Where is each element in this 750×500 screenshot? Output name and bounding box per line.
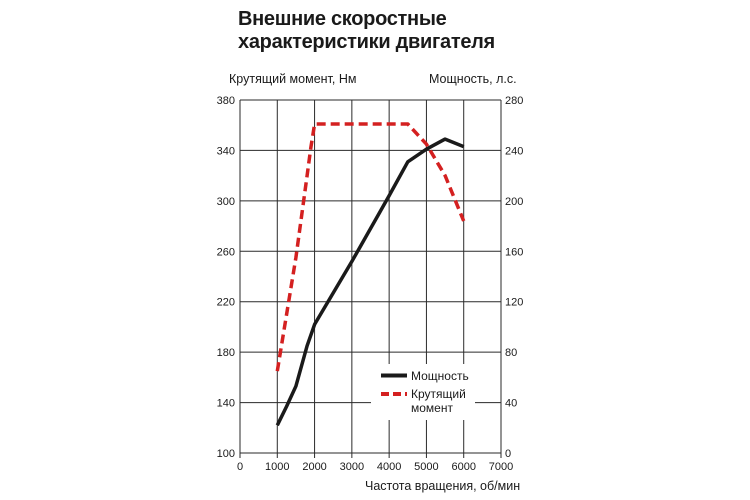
y-left-tick-label: 100 [217, 448, 235, 460]
power-series-line [275, 137, 465, 427]
legend-torque-label-line-1: Крутящий [411, 387, 466, 401]
torque-series-line [275, 122, 466, 372]
chart-title-line-2: характеристики двигателя [238, 31, 495, 53]
x-tick-label: 5000 [414, 461, 438, 473]
y-left-tick-label: 180 [217, 347, 235, 359]
x-tick-label: 2000 [302, 461, 326, 473]
y-right-tick-label: 0 [505, 448, 511, 460]
y-right-tick-label: 280 [505, 95, 523, 107]
series-layer [275, 122, 466, 427]
x-tick-label: 3000 [340, 461, 364, 473]
y-right-tick-label: 200 [505, 196, 523, 208]
x-tick-label: 7000 [489, 461, 513, 473]
right-axis-label: Мощность, л.с. [429, 72, 517, 86]
grid-layer [239, 99, 502, 458]
x-tick-label: 0 [237, 461, 243, 473]
y-left-tick-label: 140 [217, 398, 235, 410]
y-left-tick-label: 260 [217, 246, 235, 258]
y-right-tick-label: 80 [505, 347, 517, 359]
chart-title-line-1: Внешние скоростные [238, 8, 447, 30]
y-right-tick-label: 40 [505, 398, 517, 410]
y-left-tick-label: 300 [217, 196, 235, 208]
y-right-tick-label: 120 [505, 297, 523, 309]
x-tick-label: 1000 [265, 461, 289, 473]
legend-power-label: Мощность [411, 369, 469, 383]
x-axis-label: Частота вращения, об/мин [365, 479, 521, 493]
x-tick-label: 4000 [377, 461, 401, 473]
chart-title: Внешние скоростные характеристики двигат… [238, 8, 495, 54]
y-left-tick-label: 340 [217, 145, 235, 157]
y-right-tick-label: 160 [505, 246, 523, 258]
legend: Мощность Крутящий момент [371, 364, 475, 420]
y-left-tick-label: 220 [217, 297, 235, 309]
left-axis-label: Крутящий момент, Нм [229, 72, 357, 86]
legend-torque-label-line-2: момент [411, 401, 453, 415]
y-left-tick-label: 380 [217, 95, 235, 107]
y-right-tick-label: 240 [505, 145, 523, 157]
x-tick-label: 6000 [451, 461, 475, 473]
